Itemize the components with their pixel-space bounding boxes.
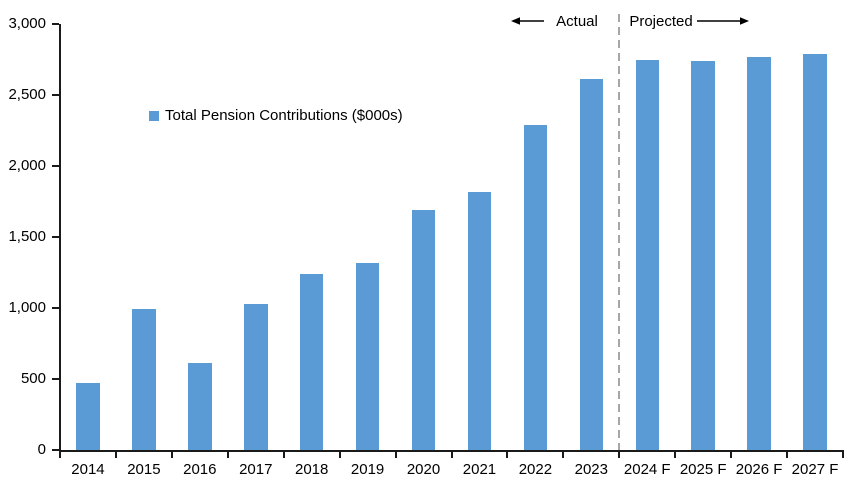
y-axis-tick bbox=[52, 449, 59, 451]
bar-2027-f bbox=[803, 53, 827, 450]
x-axis-label-2015: 2015 bbox=[127, 461, 161, 478]
bar-2020 bbox=[411, 210, 436, 450]
x-axis-label-2021: 2021 bbox=[462, 461, 497, 478]
y-axis-tick-label: 2,000 bbox=[8, 157, 46, 174]
x-axis-tick bbox=[786, 452, 789, 458]
x-axis-label-2019: 2019 bbox=[350, 461, 385, 478]
x-axis-label-2017: 2017 bbox=[239, 461, 273, 478]
y-axis-tick bbox=[52, 236, 59, 238]
y-axis-tick-label: 500 bbox=[20, 370, 46, 387]
y-axis-tick bbox=[52, 94, 59, 96]
y-axis-tick bbox=[52, 378, 59, 380]
y-axis-tick-label: 0 bbox=[37, 441, 46, 458]
right-arrow-icon bbox=[697, 17, 749, 25]
x-axis-tick bbox=[394, 452, 397, 458]
y-axis-tick-label: 2,500 bbox=[8, 86, 46, 103]
bar-2026-f bbox=[747, 57, 771, 450]
x-axis-label-2023: 2023 bbox=[574, 461, 608, 478]
legend-marker-icon bbox=[149, 110, 159, 121]
x-axis-tick bbox=[226, 452, 229, 458]
x-axis-tick bbox=[170, 452, 173, 458]
bar-2015 bbox=[132, 308, 156, 450]
x-axis-label-2025-f: 2025 F bbox=[679, 461, 727, 478]
actual-projected-divider bbox=[618, 14, 621, 450]
x-axis-label-2016: 2016 bbox=[183, 461, 217, 478]
x-axis-tick bbox=[562, 452, 565, 458]
y-axis-tick bbox=[52, 307, 59, 309]
y-axis-line bbox=[59, 24, 61, 451]
y-axis-tick-label: 3,000 bbox=[8, 15, 46, 32]
x-axis-label-2027-f: 2027 F bbox=[791, 461, 839, 478]
legend: Total Pension Contributions ($000s) bbox=[149, 107, 403, 124]
y-axis-tick bbox=[52, 165, 59, 167]
x-axis-tick bbox=[618, 452, 621, 458]
x-axis-tick bbox=[842, 452, 844, 458]
bar-2024-f bbox=[635, 59, 659, 450]
bar-2016 bbox=[188, 362, 212, 450]
y-axis-tick-label: 1,500 bbox=[8, 228, 46, 245]
x-axis-tick bbox=[338, 452, 341, 458]
x-axis-tick bbox=[674, 452, 677, 458]
bar-2014 bbox=[76, 383, 100, 450]
bar-2017 bbox=[244, 304, 268, 450]
x-axis-tick bbox=[506, 452, 509, 458]
x-axis-label-2020: 2020 bbox=[406, 461, 441, 478]
x-axis-tick bbox=[450, 452, 453, 458]
x-axis-tick bbox=[59, 452, 61, 458]
projected-label: Projected bbox=[629, 13, 693, 30]
bar-2022 bbox=[523, 124, 548, 450]
x-axis-label-2014: 2014 bbox=[71, 461, 105, 478]
bar-2018 bbox=[299, 273, 324, 450]
left-arrow-icon bbox=[511, 17, 544, 25]
bar-2019 bbox=[355, 262, 380, 450]
x-axis-label-2024-f: 2024 F bbox=[623, 461, 671, 478]
bar-2023 bbox=[579, 79, 604, 450]
actual-label: Actual bbox=[556, 13, 598, 30]
x-axis-label-2018: 2018 bbox=[294, 461, 329, 478]
x-axis-line bbox=[59, 450, 844, 452]
x-axis-tick bbox=[730, 452, 733, 458]
bar-2021 bbox=[467, 191, 492, 450]
x-axis-label-2026-f: 2026 F bbox=[735, 461, 783, 478]
x-axis-label-2022: 2022 bbox=[518, 461, 553, 478]
bar-2025-f bbox=[691, 60, 715, 450]
x-axis-tick bbox=[282, 452, 285, 458]
y-axis-tick-label: 1,000 bbox=[8, 299, 46, 316]
x-axis-tick bbox=[114, 452, 117, 458]
y-axis-tick bbox=[52, 23, 59, 25]
legend-label: Total Pension Contributions ($000s) bbox=[165, 107, 403, 124]
